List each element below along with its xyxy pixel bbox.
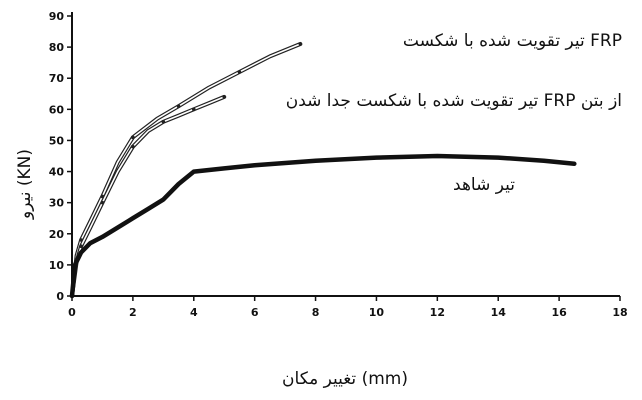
series-1	[70, 94, 227, 298]
data-point	[79, 244, 83, 249]
series-0	[70, 42, 303, 298]
y-axis-label: نیرو (KN)	[15, 149, 35, 220]
data-point	[222, 95, 227, 99]
series-line-inner	[71, 43, 302, 297]
y-tick-label: 10	[49, 259, 65, 272]
series-layer	[69, 42, 577, 299]
labels-layer: تغییر مکان (mm) نیرو (KN) تیر تقویت شده …	[15, 31, 622, 389]
data-point	[100, 200, 105, 205]
series-label-control-beam: تیر شاهد	[453, 175, 515, 195]
x-tick-label: 2	[129, 306, 137, 319]
x-tick-label: 14	[491, 306, 507, 319]
y-tick-label: 90	[49, 10, 65, 23]
x-axis-label: تغییر مکان (mm)	[282, 369, 408, 389]
y-tick-label: 40	[49, 166, 65, 179]
data-point	[176, 104, 181, 109]
x-tick-label: 10	[369, 306, 385, 319]
x-tick-label: 12	[430, 306, 445, 319]
x-tick-label: 6	[251, 306, 259, 319]
x-tick-label: 4	[190, 306, 198, 319]
series-2	[69, 153, 577, 299]
y-tick-label: 80	[49, 41, 65, 54]
x-tick-label: 18	[612, 306, 627, 319]
data-point	[191, 107, 196, 112]
y-tick-label: 50	[49, 134, 65, 147]
y-tick-label: 60	[49, 103, 65, 116]
data-point	[161, 119, 166, 124]
series-line	[69, 153, 577, 299]
series-label-frp-debonding: تیر تقویت شده با شکست جدا شدن FRP از بتن	[286, 91, 622, 111]
series-label-frp-rupture: تیر تقویت شده با شکست FRP	[403, 31, 622, 51]
data-point	[237, 70, 242, 74]
x-tick-label: 8	[312, 306, 320, 319]
axes: 0 2 4 6 8 10 12 14 16 18 0 10 20 30 40 50 60 70 80 90	[49, 10, 628, 319]
data-point	[131, 135, 135, 140]
series-line	[70, 42, 303, 298]
y-tick-label: 70	[49, 72, 65, 85]
y-tick-label: 30	[49, 197, 65, 210]
y-tick-label: 20	[49, 228, 65, 241]
x-tick-label: 0	[68, 306, 76, 319]
data-point	[298, 42, 303, 46]
x-tick-label: 16	[551, 306, 567, 319]
y-tick-label: 0	[56, 290, 64, 303]
data-point	[131, 144, 135, 149]
